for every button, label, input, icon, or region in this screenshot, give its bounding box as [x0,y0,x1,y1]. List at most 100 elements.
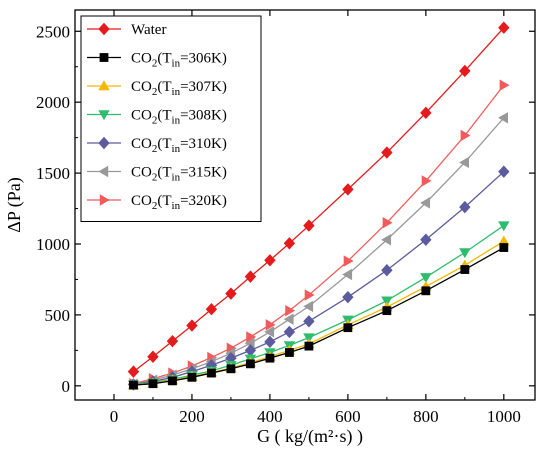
data-point [304,289,315,301]
data-point [246,331,257,343]
data-point [148,379,158,389]
legend-marker [99,53,109,62]
x-tick-label: 0 [110,407,119,426]
data-point [265,353,275,363]
data-point [147,350,159,363]
x-tick-label: 200 [179,407,205,426]
data-point [382,217,393,229]
data-point [283,313,294,325]
data-point [303,219,315,232]
data-point [207,368,216,378]
data-point [226,364,236,374]
data-point [285,304,296,317]
data-point [343,255,354,267]
data-point [460,265,470,274]
legend-box [80,15,262,222]
y-tick-label: 1500 [36,164,70,183]
legend-item: CO2(Tin=315K) [87,165,227,184]
series-6 [129,79,510,390]
data-point [205,303,218,316]
data-point [244,344,257,357]
legend-item: CO2(Tin=308K) [87,108,227,127]
y-tick-label: 2000 [36,93,70,112]
data-point [420,106,432,120]
data-point [283,237,296,250]
y-tick-label: 1000 [36,235,70,254]
x-axis-title: G ( kg/(m²·s) ) [257,426,363,447]
legend-label: CO2(Tin=307K) [131,79,227,98]
legend-label: CO2(Tin=315K) [131,165,227,184]
series-2 [127,235,510,390]
x-tick-label: 1000 [487,407,521,426]
legend-marker [98,22,110,36]
legend-item: CO2(Tin=320K) [87,193,227,212]
data-point [381,234,392,246]
legend-item: CO2(Tin=307K) [87,79,227,98]
data-point [498,165,510,178]
data-point [498,112,509,124]
data-point [342,268,353,281]
data-point [246,359,255,369]
data-point [342,183,354,196]
data-point [205,359,218,372]
data-point [342,290,354,304]
data-point [460,129,471,142]
data-point [304,341,314,351]
data-point [285,348,294,357]
y-tick-label: 0 [62,377,71,396]
legend-item: CO2(Tin=310K) [87,136,227,155]
data-point [498,221,510,232]
legend-label: Water [131,22,166,38]
data-point [421,286,431,296]
data-point [499,243,509,252]
legend-label: CO2(Tin=320K) [131,193,227,212]
x-tick-label: 800 [413,407,439,426]
data-point [264,254,276,267]
legend-item: Water [87,22,166,38]
legend-label: CO2(Tin=306K) [131,51,227,70]
legend-label: CO2(Tin=310K) [131,136,227,155]
y-axis-title: ΔP (Pa) [4,177,25,232]
legend-marker [98,136,110,150]
legend-marker [98,110,110,121]
data-point [498,21,510,34]
data-point [264,326,275,338]
data-point [166,334,179,348]
data-point [225,287,237,300]
data-point [187,372,197,382]
x-tick-label: 400 [257,407,283,426]
data-point [129,380,138,390]
data-point [381,264,393,277]
data-point [303,300,314,313]
axes: 0 200 400 600 800 1000 0 500 1000 1500 2000 2500 [36,9,536,426]
legend-label: CO2(Tin=308K) [131,108,227,127]
legend-marker [98,165,109,178]
data-point [265,319,276,331]
data-point [186,319,198,332]
data-point [244,270,257,283]
data-point [420,233,432,246]
data-point [420,273,432,284]
series-1 [129,243,509,390]
series-0 [127,21,510,378]
series-layer [127,21,510,391]
y-tick-label: 2500 [36,22,70,41]
data-point [459,64,471,78]
legend: Water CO2(Tin=306K) CO2(Tin=307K) CO2(Tin=3… [80,15,262,222]
data-point [343,323,353,333]
data-point [127,365,140,378]
data-point [459,156,470,169]
data-point [421,175,432,187]
data-point [381,146,393,159]
x-tick-label: 600 [335,407,361,426]
data-point [303,315,315,328]
series-3 [127,221,510,391]
data-point [264,335,276,349]
data-point [283,325,296,339]
legend-marker [98,80,110,91]
legend-marker [99,194,110,206]
data-point [168,376,177,386]
series-line [133,225,505,386]
y-tick-label: 500 [45,306,71,325]
